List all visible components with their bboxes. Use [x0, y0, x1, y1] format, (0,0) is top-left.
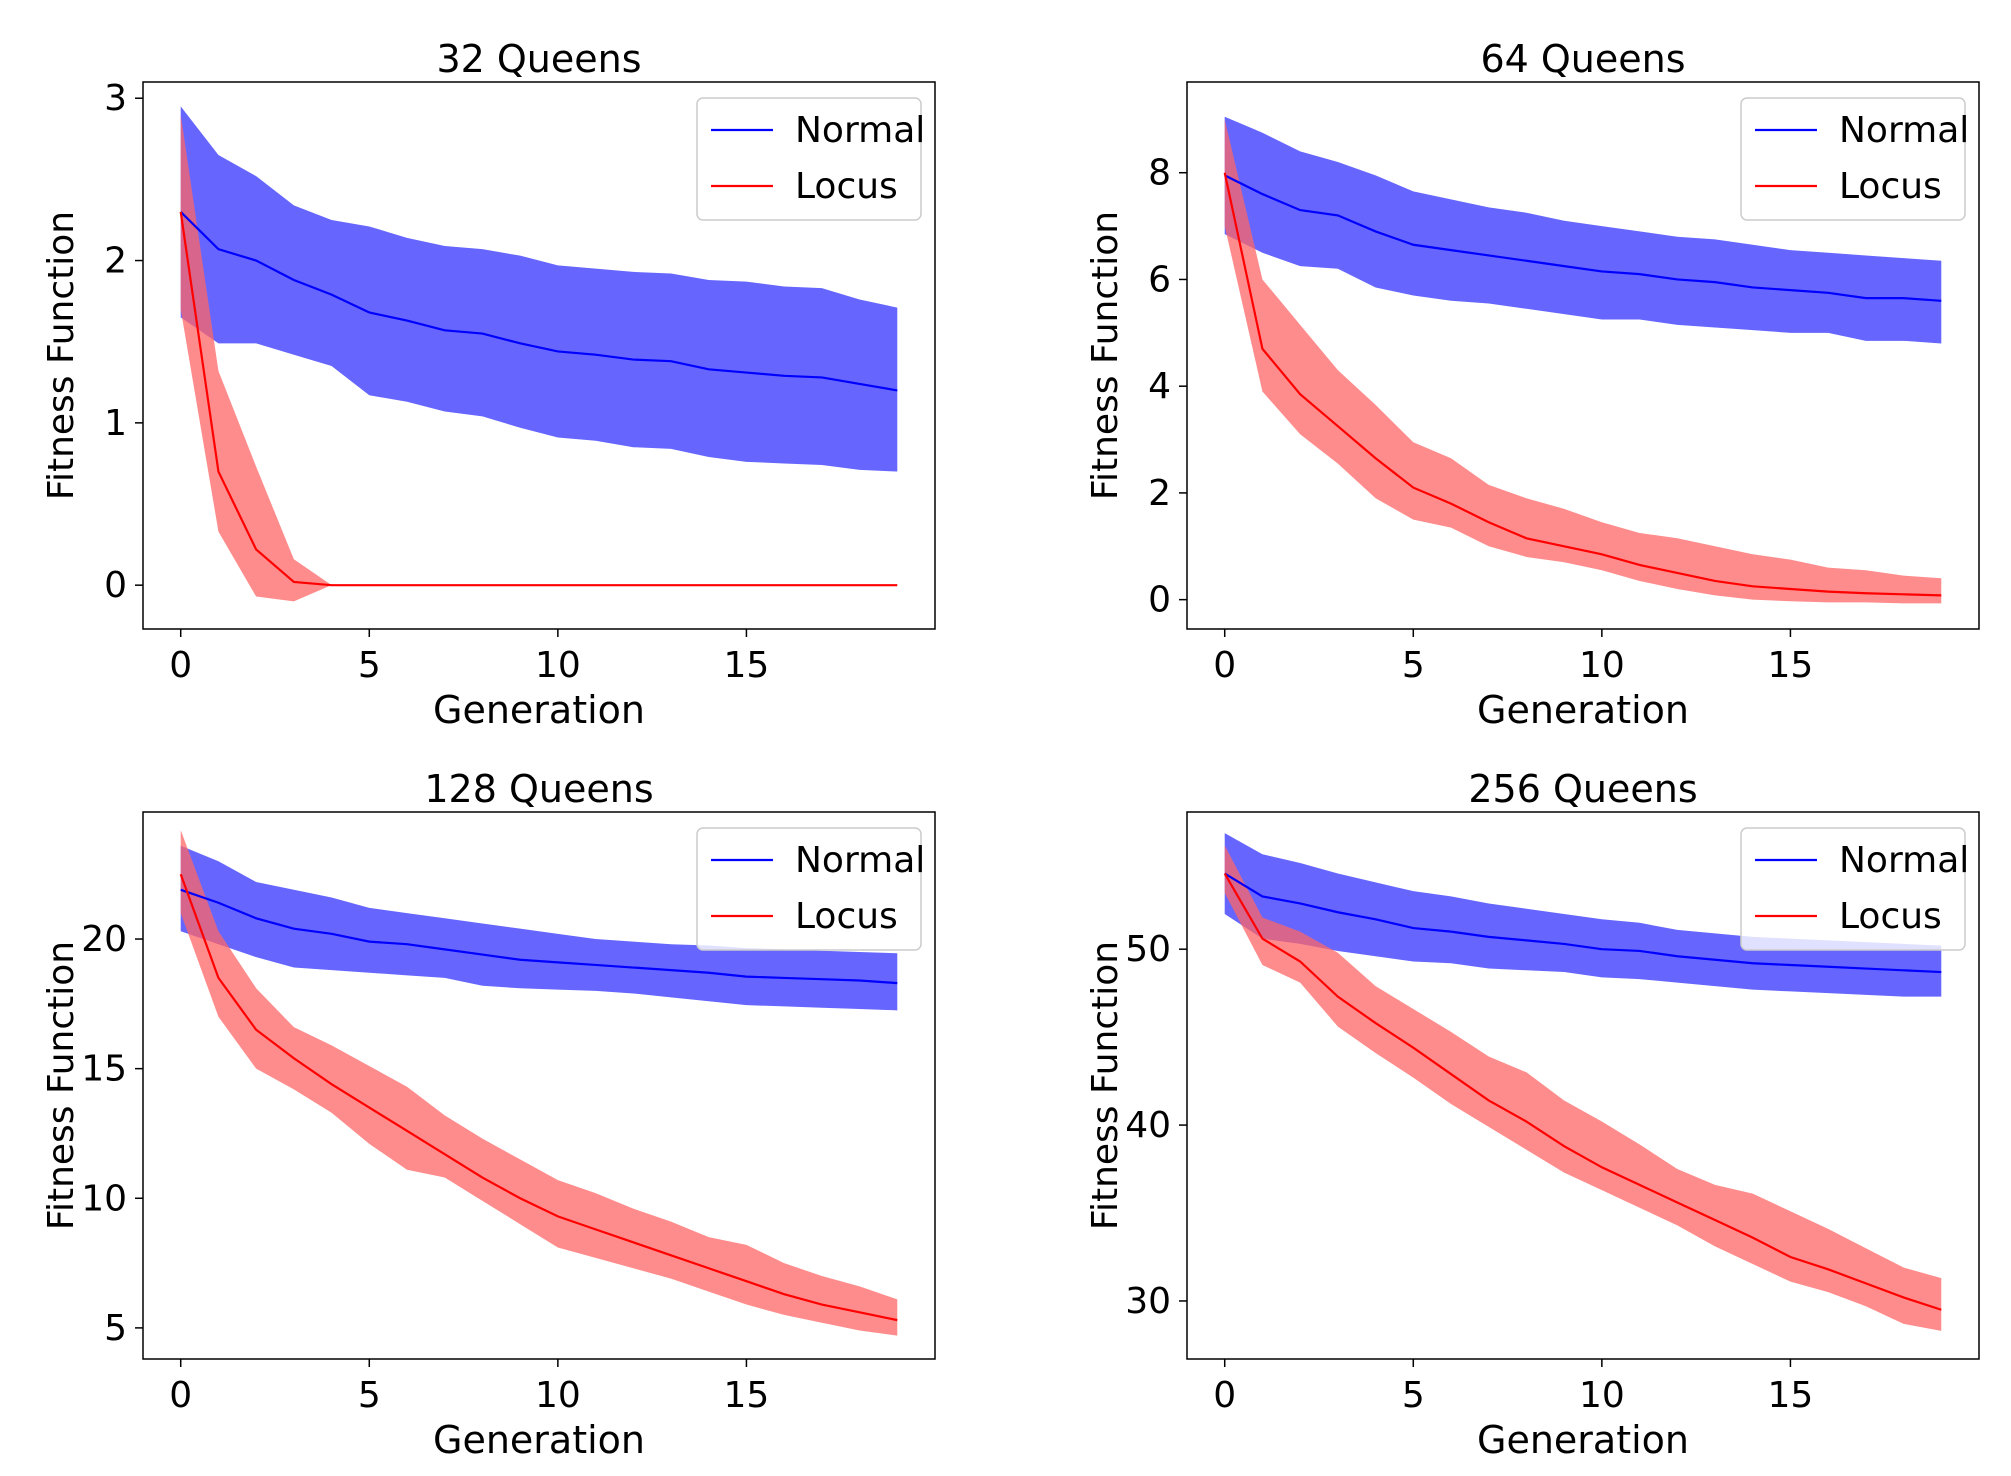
legend-label-locus: Locus	[1839, 166, 1942, 207]
chart-title: 32 Queens	[436, 37, 641, 81]
x-tick-label: 15	[724, 1375, 770, 1416]
y-tick-label: 0	[1148, 580, 1171, 621]
band-locus	[1224, 845, 1942, 1331]
axes-frame	[1186, 811, 1980, 1360]
x-tick-label: 0	[169, 645, 192, 686]
x-axis-label: Generation	[433, 1418, 645, 1462]
chart-panel-2: 64 Queens Generation Fitness Function 0 5 10 1…	[1085, 37, 1980, 732]
legend: Normal Locus	[696, 827, 925, 951]
x-tick-label: 5	[1402, 1375, 1425, 1416]
y-tick-label: 2	[1148, 473, 1171, 514]
plot-area	[1223, 833, 1942, 1331]
y-tick-label: 4	[1148, 366, 1171, 407]
plot-area	[179, 106, 898, 602]
legend-label-normal: Normal	[795, 110, 925, 151]
series-line-locus	[179, 873, 898, 1322]
x-tick-label: 0	[1213, 645, 1236, 686]
x-tick-label: 0	[1213, 1375, 1236, 1416]
band-normal	[1224, 833, 1942, 997]
legend-label-locus: Locus	[795, 166, 898, 207]
series-line-normal	[1224, 174, 1942, 302]
legend-label-locus: Locus	[1839, 896, 1942, 937]
x-tick-label: 5	[1402, 645, 1425, 686]
legend-box	[1740, 97, 1966, 221]
axes-frame	[1186, 81, 1980, 630]
axes-frame	[142, 811, 936, 1360]
series-line-normal	[1224, 872, 1942, 974]
band-normal	[180, 845, 898, 1011]
x-axis-label: Generation	[433, 688, 645, 732]
plot-area	[1223, 116, 1942, 604]
x-axis-label: Generation	[1477, 688, 1689, 732]
series-line-normal	[179, 211, 898, 392]
x-tick-label: 10	[1579, 1375, 1625, 1416]
chart-title: 128 Queens	[424, 767, 653, 811]
legend: Normal Locus	[1740, 97, 1969, 221]
legend: Normal Locus	[1740, 827, 1969, 951]
x-tick-label: 15	[724, 645, 770, 686]
y-tick-label: 10	[81, 1178, 127, 1219]
y-axis-label: Fitness Function	[1085, 941, 1126, 1230]
series-line-locus	[179, 211, 898, 587]
x-tick-label: 10	[535, 1375, 581, 1416]
series-line-locus	[1223, 873, 1942, 1311]
series-line-locus	[1223, 172, 1942, 597]
x-tick-label: 5	[358, 1375, 381, 1416]
y-axis-label: Fitness Function	[1085, 211, 1126, 500]
y-tick-label: 0	[104, 565, 127, 606]
y-axis-label: Fitness Function	[41, 941, 82, 1230]
x-tick-label: 15	[1768, 645, 1814, 686]
band-locus	[180, 830, 898, 1336]
chart-title: 64 Queens	[1480, 37, 1685, 81]
chart-panel-3: 128 Queens Generation Fitness Function 0 5 10…	[41, 767, 936, 1462]
x-tick-label: 10	[1579, 645, 1625, 686]
series-line-normal	[180, 888, 898, 985]
legend-box	[696, 97, 922, 221]
x-axis-label: Generation	[1477, 1418, 1689, 1462]
legend-label-normal: Normal	[1839, 110, 1969, 151]
y-tick-label: 40	[1125, 1105, 1171, 1146]
x-tick-label: 5	[358, 645, 381, 686]
x-tick-label: 10	[535, 645, 581, 686]
axes-frame	[142, 81, 936, 630]
y-tick-label: 15	[81, 1049, 127, 1090]
band-normal	[1224, 116, 1942, 344]
y-tick-label: 30	[1125, 1281, 1171, 1322]
y-tick-label: 50	[1125, 929, 1171, 970]
chart-panel-4: 256 Queens Generation Fitness Function 0 5 10…	[1085, 767, 1980, 1462]
legend-box	[1740, 827, 1966, 951]
legend: Normal Locus	[696, 97, 925, 221]
y-tick-label: 8	[1148, 153, 1171, 194]
legend-label-normal: Normal	[1839, 840, 1969, 881]
band-normal	[180, 106, 898, 472]
legend-box	[696, 827, 922, 951]
y-tick-label: 2	[104, 241, 127, 282]
y-tick-label: 1	[104, 403, 127, 444]
plot-area	[179, 830, 898, 1336]
y-tick-label: 20	[81, 919, 127, 960]
chart-title: 256 Queens	[1468, 767, 1697, 811]
x-tick-label: 0	[169, 1375, 192, 1416]
band-locus	[1224, 119, 1942, 604]
legend-label-normal: Normal	[795, 840, 925, 881]
x-tick-label: 15	[1768, 1375, 1814, 1416]
y-tick-label: 5	[104, 1308, 127, 1349]
band-locus	[180, 114, 898, 602]
y-tick-label: 6	[1148, 259, 1171, 300]
y-axis-label: Fitness Function	[41, 211, 82, 500]
y-tick-label: 3	[104, 78, 127, 119]
legend-label-locus: Locus	[795, 896, 898, 937]
